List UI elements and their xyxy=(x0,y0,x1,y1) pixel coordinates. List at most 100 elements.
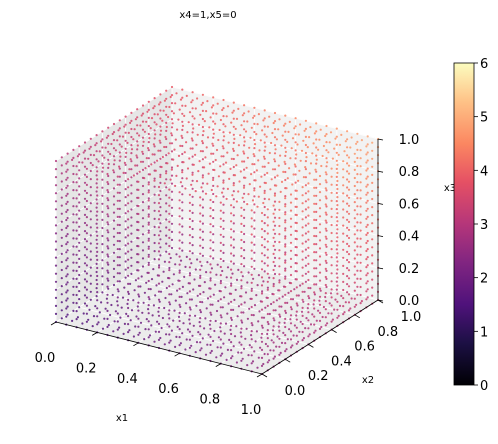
data-point xyxy=(75,285,78,288)
data-point xyxy=(155,284,158,287)
data-point xyxy=(328,141,331,144)
data-point xyxy=(194,268,197,271)
data-point xyxy=(324,187,327,190)
data-point xyxy=(201,190,204,193)
data-point xyxy=(342,280,345,283)
data-point xyxy=(223,296,226,299)
data-point xyxy=(318,138,321,141)
data-point xyxy=(240,303,243,306)
data-point xyxy=(170,166,174,169)
colorbar-tick-label: 5 xyxy=(480,111,488,126)
data-point xyxy=(304,264,307,267)
data-point xyxy=(66,313,69,316)
data-point xyxy=(159,93,162,96)
data-point xyxy=(112,330,115,333)
data-point xyxy=(130,127,133,131)
data-point xyxy=(72,197,75,200)
data-point xyxy=(101,186,104,189)
data-point xyxy=(127,202,130,205)
data-point xyxy=(278,353,281,356)
z-tick-label: 0.4 xyxy=(399,230,420,245)
data-point xyxy=(103,156,106,159)
data-point xyxy=(118,183,121,186)
data-point xyxy=(168,269,171,272)
data-point xyxy=(138,170,141,173)
data-point xyxy=(273,160,277,163)
data-point xyxy=(241,196,244,199)
data-point xyxy=(101,259,104,262)
data-point xyxy=(153,340,156,343)
data-point xyxy=(95,270,98,274)
data-point xyxy=(282,124,286,127)
data-point xyxy=(116,191,119,194)
data-point xyxy=(330,304,333,307)
data-point xyxy=(165,194,168,197)
data-point xyxy=(275,299,278,302)
data-point xyxy=(106,293,109,296)
data-point xyxy=(266,232,269,235)
data-point xyxy=(147,279,150,283)
data-point xyxy=(322,305,325,309)
data-point xyxy=(230,252,233,255)
data-point xyxy=(75,237,78,240)
data-point xyxy=(335,175,338,178)
data-point xyxy=(157,250,161,253)
data-point xyxy=(201,246,204,249)
data-point xyxy=(89,250,92,253)
data-point xyxy=(174,263,177,266)
data-point xyxy=(95,206,98,209)
data-point xyxy=(232,141,235,144)
data-point xyxy=(188,225,191,229)
data-point xyxy=(284,317,287,320)
data-point xyxy=(284,221,287,224)
data-point xyxy=(191,123,194,126)
data-point xyxy=(199,333,202,336)
data-point xyxy=(161,316,164,320)
data-point xyxy=(226,348,229,351)
data-point xyxy=(289,306,293,309)
data-point xyxy=(307,311,310,314)
data-point xyxy=(75,181,78,184)
data-point xyxy=(165,105,168,108)
data-point xyxy=(328,302,331,305)
data-point xyxy=(263,197,266,200)
data-point xyxy=(284,219,287,222)
data-point xyxy=(94,144,97,147)
data-point xyxy=(191,139,194,142)
data-point xyxy=(273,248,277,251)
data-point xyxy=(250,126,253,129)
data-point xyxy=(366,135,369,138)
data-point xyxy=(118,207,121,210)
data-point xyxy=(219,118,222,122)
data-point xyxy=(141,136,145,139)
data-point xyxy=(124,163,127,166)
data-point xyxy=(247,193,250,196)
data-point xyxy=(137,261,140,264)
data-point xyxy=(175,92,178,95)
data-point xyxy=(356,197,359,200)
data-point xyxy=(347,293,351,296)
data-point xyxy=(54,288,58,291)
data-point xyxy=(157,234,161,237)
data-point xyxy=(221,191,224,194)
data-point xyxy=(127,292,130,295)
data-point xyxy=(83,197,87,200)
data-point xyxy=(252,153,255,156)
data-point xyxy=(54,208,58,211)
data-point xyxy=(248,307,251,310)
data-point xyxy=(107,162,110,166)
data-point xyxy=(148,173,152,176)
data-point xyxy=(250,354,253,357)
data-point xyxy=(96,226,99,229)
data-point xyxy=(119,316,122,319)
data-point xyxy=(196,133,199,136)
data-point xyxy=(346,291,349,294)
data-point xyxy=(147,141,150,144)
data-point xyxy=(191,147,194,150)
x-tick-label: 0.0 xyxy=(35,351,56,366)
data-point xyxy=(116,183,119,186)
data-point xyxy=(330,256,333,259)
data-point xyxy=(147,261,150,264)
data-point xyxy=(269,188,272,191)
